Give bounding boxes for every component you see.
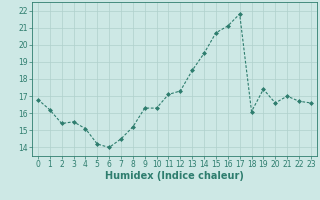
X-axis label: Humidex (Indice chaleur): Humidex (Indice chaleur) [105,171,244,181]
